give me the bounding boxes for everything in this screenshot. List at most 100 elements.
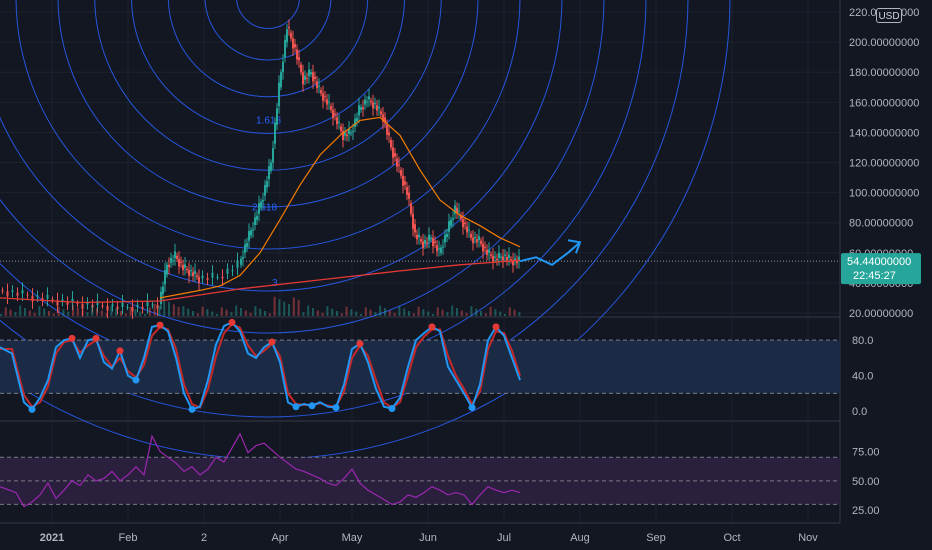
- candle-body: [121, 302, 124, 307]
- volume-bar: [369, 309, 372, 316]
- candle-body: [448, 221, 450, 232]
- fib-circle[interactable]: [131, 0, 405, 134]
- stoch-trough-dot: [292, 403, 300, 411]
- fib-circle[interactable]: [0, 0, 563, 292]
- volume-bar: [48, 311, 50, 316]
- fib-circle[interactable]: [167, 0, 369, 98]
- volume-bar: [14, 312, 17, 316]
- candle-body: [260, 201, 262, 208]
- candle-body: [360, 107, 362, 110]
- candle-body: [201, 275, 204, 279]
- volume-bar: [297, 299, 300, 316]
- fib-circle[interactable]: [0, 0, 605, 334]
- candle-body: [41, 297, 44, 301]
- candle-body: [408, 192, 410, 199]
- candle-body: [272, 148, 274, 163]
- candle-body: [492, 255, 494, 262]
- stoch-trough-dot: [332, 404, 340, 412]
- candle-body: [6, 291, 9, 297]
- candle-body: [242, 257, 244, 259]
- volume-bar: [192, 311, 194, 316]
- rsi-line[interactable]: [0, 432, 521, 508]
- candle-body: [180, 261, 182, 263]
- candle-body: [506, 256, 508, 261]
- candle-body: [310, 72, 312, 75]
- projection-arrow-line[interactable]: [519, 241, 581, 266]
- volume-bar: [432, 314, 434, 316]
- volume-bar: [105, 312, 108, 316]
- stoch-panel[interactable]: [0, 318, 840, 413]
- candle-body: [478, 236, 480, 241]
- candle-body: [300, 64, 302, 73]
- candle-body: [264, 185, 266, 196]
- candle-body: [398, 164, 400, 166]
- volume-bar: [504, 314, 506, 316]
- candle-body: [412, 213, 414, 229]
- stoch-peak-dot: [268, 338, 276, 346]
- candle-body: [192, 272, 194, 277]
- volume-bar: [374, 312, 377, 316]
- candle-body: [324, 96, 326, 98]
- candle-body: [378, 106, 380, 109]
- volume-bar: [124, 313, 127, 316]
- stoch-peak-dot: [492, 323, 500, 331]
- price-tick-label: 120.00000000: [849, 158, 919, 170]
- time-tick-label: Jul: [497, 532, 511, 544]
- fib-circle[interactable]: [15, 0, 521, 250]
- volume-bar: [364, 307, 367, 316]
- candle-body: [56, 300, 59, 306]
- candle-body: [96, 300, 99, 306]
- ma-fast-line[interactable]: [159, 116, 521, 299]
- candle-countdown: 22:45:27: [853, 270, 896, 282]
- candle-body: [464, 222, 466, 225]
- volume-bar: [412, 313, 415, 316]
- candle-body: [472, 237, 474, 244]
- volume-bar: [139, 311, 142, 316]
- price-tick-label: 180.00000000: [849, 67, 919, 79]
- time-tick-label: May: [342, 532, 363, 544]
- volume-bar: [153, 303, 156, 316]
- candle-body: [434, 241, 436, 244]
- rsi-panel[interactable]: [0, 432, 840, 508]
- volume-bar: [115, 308, 118, 316]
- candle-body: [296, 49, 298, 60]
- candle-body: [216, 276, 219, 278]
- volume-bar: [480, 311, 482, 316]
- volume-bar: [67, 311, 70, 316]
- last-price-tag[interactable]: [841, 253, 921, 285]
- fib-circle[interactable]: [0, 0, 689, 418]
- ma-slow-line[interactable]: [0, 259, 521, 304]
- volume-bar: [326, 306, 329, 316]
- fib-label: 2.618: [252, 203, 277, 214]
- fib-circle[interactable]: [236, 0, 300, 29]
- candle-body: [330, 106, 332, 110]
- time-tick-label: 2021: [40, 532, 64, 544]
- candle-body: [21, 290, 24, 294]
- currency-button[interactable]: USD: [876, 8, 902, 23]
- volume-bar: [38, 306, 41, 316]
- candle-body: [304, 75, 306, 80]
- candle-body: [312, 72, 314, 82]
- candle-body: [416, 234, 418, 240]
- volume-bar: [110, 306, 113, 316]
- candle-body: [462, 218, 464, 228]
- volume-bar: [456, 308, 458, 316]
- volume-bar: [134, 309, 137, 316]
- candle-body: [346, 134, 348, 137]
- time-tick-label: 2: [201, 532, 207, 544]
- candle-body: [414, 224, 416, 233]
- candle-body: [126, 306, 129, 308]
- candle-body: [172, 260, 174, 262]
- candle-body: [376, 105, 378, 111]
- candle-body: [328, 101, 330, 103]
- price-panel[interactable]: [0, 19, 840, 320]
- fib-circle[interactable]: [57, 0, 479, 208]
- candle-body: [176, 255, 178, 259]
- fib-circle[interactable]: [204, 0, 332, 61]
- candle-body: [46, 294, 49, 299]
- candle-body: [168, 264, 170, 268]
- stoch-peak-dot: [156, 321, 164, 329]
- candle-body: [292, 38, 294, 49]
- candle-body: [428, 234, 430, 241]
